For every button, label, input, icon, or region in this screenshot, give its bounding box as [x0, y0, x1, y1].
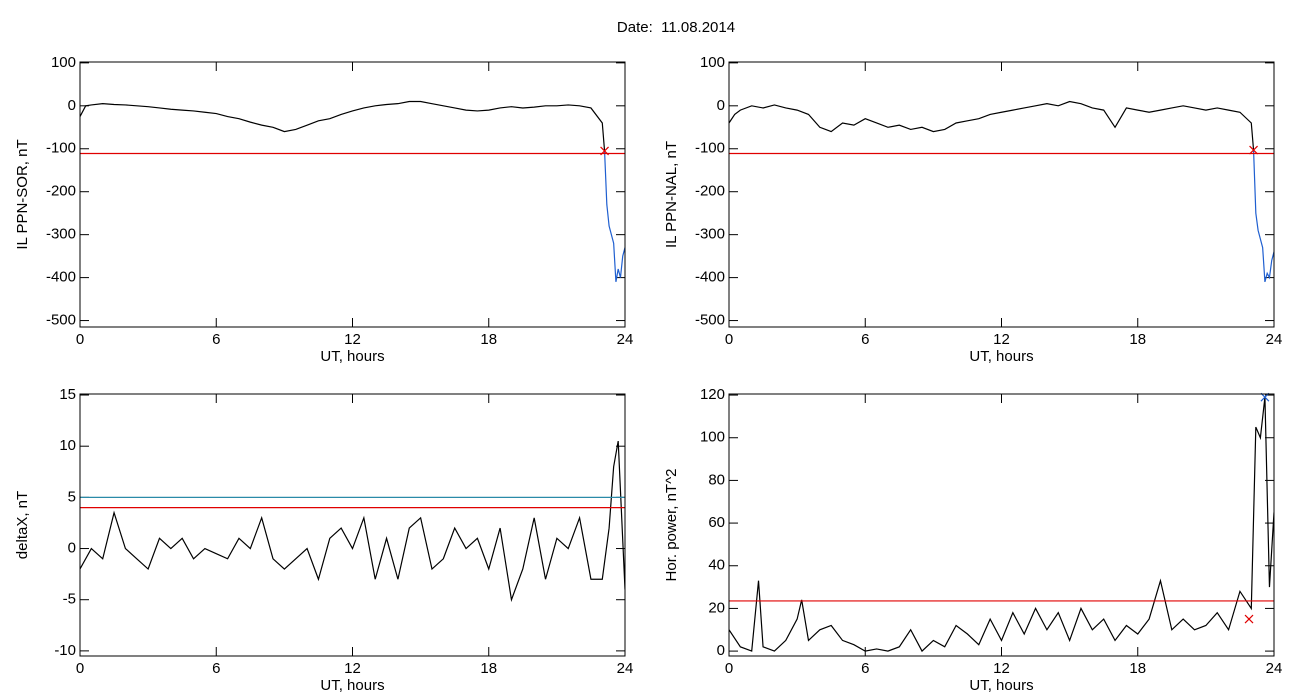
plot-area [729, 397, 1274, 653]
y-tick-label: 60 [708, 514, 725, 531]
subplot: -500 -400 -300 -200 -100 0 100 0 6 12 18 24 UT, hour… [14, 54, 633, 365]
data-line [1252, 150, 1274, 283]
y-tick-label: -300 [695, 226, 725, 243]
y-tick-label: 120 [700, 386, 725, 403]
marker [1249, 145, 1258, 155]
y-axis-label: IL PPN-NAL, nT [663, 141, 680, 248]
y-tick-label: -500 [46, 312, 76, 329]
y-tick-label: 0 [717, 642, 725, 659]
plot-area [80, 100, 625, 283]
data-line [603, 150, 625, 283]
plot-area [80, 440, 625, 603]
y-tick-label: 10 [59, 437, 76, 454]
y-tick-label: -200 [695, 183, 725, 200]
x-tick-label: 0 [76, 331, 84, 348]
x-tick-label: 24 [1266, 331, 1283, 348]
x-tick-label: 12 [344, 660, 361, 677]
data-line [80, 100, 606, 151]
y-tick-label: 15 [59, 386, 76, 403]
y-tick-label: -10 [54, 642, 76, 659]
subplot: -10 -5 0 5 10 15 0 6 12 18 24 UT, hours deltaX, nT [14, 386, 633, 694]
marker [1244, 614, 1254, 624]
x-tick-label: 6 [861, 660, 869, 677]
data-line [729, 397, 1274, 653]
y-tick-label: -5 [63, 591, 76, 608]
y-tick-label: 80 [708, 471, 725, 488]
data-line [729, 100, 1255, 151]
y-tick-label: -500 [695, 312, 725, 329]
x-tick-label: 18 [1129, 660, 1146, 677]
x-axis-label: UT, hours [320, 677, 384, 694]
plot-frame [728, 61, 1275, 328]
x-tick-label: 0 [725, 660, 733, 677]
x-axis-label: UT, hours [320, 348, 384, 365]
x-axis-label: UT, hours [969, 348, 1033, 365]
data-line [80, 440, 625, 603]
plot-frame [728, 393, 1275, 657]
marker [600, 146, 609, 156]
x-tick-label: 24 [617, 660, 634, 677]
x-axis-label: UT, hours [969, 677, 1033, 694]
x-tick-label: 0 [725, 331, 733, 348]
y-tick-label: 100 [700, 54, 725, 71]
y-tick-label: -100 [695, 140, 725, 157]
x-tick-label: 0 [76, 660, 84, 677]
x-tick-label: 6 [212, 331, 220, 348]
y-tick-label: -200 [46, 183, 76, 200]
subplot: -500 -400 -300 -200 -100 0 100 0 6 12 18 24 UT, hour… [663, 54, 1282, 365]
page-title: Date: 11.08.2014 [617, 19, 735, 36]
y-axis-label: IL PPN-SOR, nT [14, 139, 31, 249]
x-tick-label: 12 [993, 660, 1010, 677]
y-tick-label: -400 [695, 269, 725, 286]
x-tick-label: 12 [993, 331, 1010, 348]
y-tick-label: 0 [717, 97, 725, 114]
x-tick-label: 6 [212, 660, 220, 677]
y-tick-label: 5 [68, 488, 76, 505]
x-tick-label: 18 [1129, 331, 1146, 348]
y-tick-label: 100 [700, 429, 725, 446]
x-tick-label: 24 [1266, 660, 1283, 677]
y-tick-label: 0 [68, 97, 76, 114]
y-tick-label: 100 [51, 54, 76, 71]
y-tick-label: -300 [46, 226, 76, 243]
x-tick-label: 18 [480, 331, 497, 348]
y-axis-label: deltaX, nT [14, 491, 31, 559]
x-tick-label: 12 [344, 331, 361, 348]
y-tick-label: 40 [708, 557, 725, 574]
plot-area [729, 100, 1274, 283]
x-tick-label: 24 [617, 331, 634, 348]
x-tick-label: 18 [480, 660, 497, 677]
marker [1260, 392, 1270, 402]
x-tick-label: 6 [861, 331, 869, 348]
y-tick-label: -100 [46, 140, 76, 157]
plot-frame [79, 393, 626, 657]
subplot: 0 20 40 60 80 100 120 0 6 12 18 24 UT, hours Hor. pow… [663, 386, 1282, 694]
y-tick-label: 20 [708, 599, 725, 616]
y-tick-label: -400 [46, 269, 76, 286]
y-tick-label: 0 [68, 540, 76, 557]
plot-frame [79, 61, 626, 328]
y-axis-label: Hor. power, nT^2 [663, 469, 680, 582]
